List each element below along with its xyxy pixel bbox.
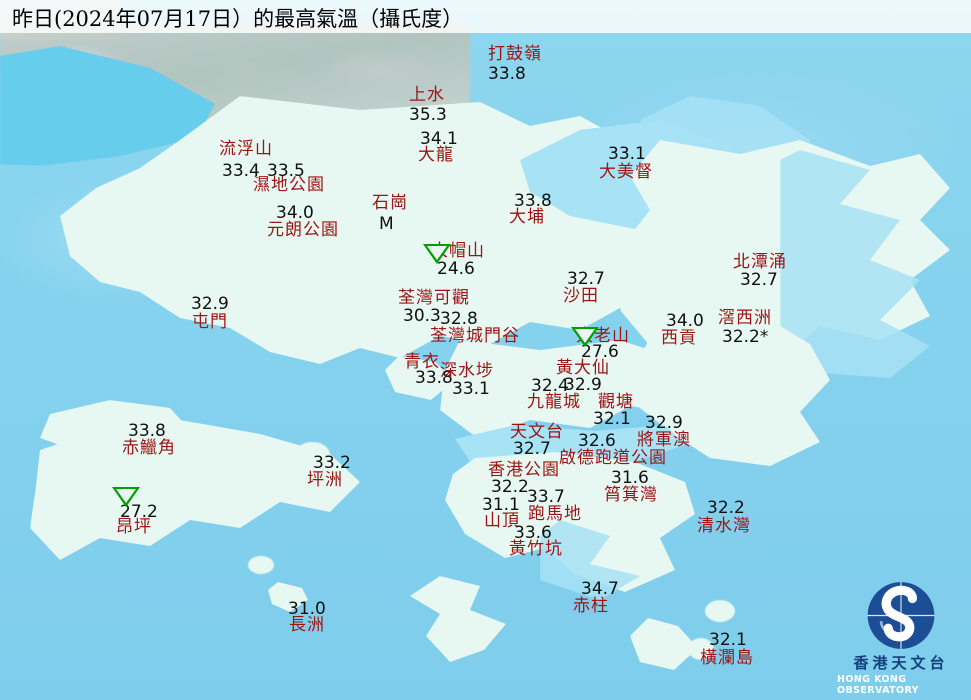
station-temperature-value: 33.5 — [267, 161, 305, 181]
station-name: 觀塘 — [598, 392, 634, 412]
page-title: 昨日(2024年07月17日）的最高氣溫（攝氏度） — [12, 7, 464, 31]
peng-chau-island-land — [296, 442, 330, 468]
station-temperature-value: 33.4 — [222, 161, 260, 181]
low-temperature-marker-icon — [571, 327, 599, 347]
station-name: 上水 — [409, 85, 445, 105]
station-temperature-value: 31.6 — [611, 468, 649, 488]
station-temperature-value: 32.1 — [593, 409, 631, 429]
station-temperature-value: 32.2 — [491, 477, 529, 497]
station-temperature-value: 33.7 — [527, 487, 565, 507]
station-name: 山頂 — [484, 511, 520, 531]
station-name: 筲箕灣 — [604, 485, 658, 505]
hko-logo[interactable]: 香港天文台 HONG KONG OBSERVATORY — [837, 580, 965, 696]
station-name: 長洲 — [289, 615, 325, 635]
station-name: 深水埗 — [440, 361, 494, 381]
station-name: 荃灣城門谷 — [430, 326, 520, 346]
station-name: 打鼓嶺 — [488, 44, 542, 64]
station-temperature-value: 33.2 — [313, 453, 351, 473]
station-temperature-value: 32.2* — [722, 327, 769, 347]
station-temperature-value: 33.8 — [488, 64, 526, 84]
station-name: 沙田 — [563, 286, 599, 306]
station-temperature-value: 34.7 — [581, 579, 619, 599]
station-temperature-value: 33.1 — [452, 379, 490, 399]
station-temperature-value: 24.6 — [437, 259, 475, 279]
station-temperature-value: 33.6 — [514, 523, 552, 543]
station-temperature-value: 30.3 — [403, 306, 441, 326]
station-temperature-value: 33.8 — [128, 421, 166, 441]
station-temperature-value: 32.9 — [564, 375, 602, 395]
station-name: 清水灣 — [697, 516, 751, 536]
station-name: 北潭涌 — [733, 252, 787, 272]
title-band: 昨日(2024年07月17日）的最高氣溫（攝氏度） — [0, 0, 971, 33]
station-name: 九龍城 — [527, 392, 581, 412]
station-name: 將軍澳 — [637, 430, 691, 450]
station-temperature-value: 27.2 — [120, 502, 158, 522]
station-temperature-value: 32.6 — [578, 431, 616, 451]
station-name: 元朗公園 — [267, 220, 339, 240]
station-name: 青衣 — [404, 352, 440, 372]
station-temperature-value: 32.8 — [440, 309, 478, 329]
station-temperature-value: 33.8 — [514, 191, 552, 211]
tung-lung-chau-land — [705, 600, 735, 622]
station-name: 赤柱 — [573, 596, 609, 616]
station-temperature-value: 31.1 — [482, 495, 520, 515]
station-name: 香港公園 — [488, 460, 560, 480]
logo-name-en: HONG KONG OBSERVATORY — [837, 674, 919, 696]
station-temperature-value: 33.1 — [608, 144, 646, 164]
station-temperature-value: 34.1 — [420, 129, 458, 149]
station-temperature-value: 32.1 — [709, 630, 747, 650]
station-temperature-value: 32.9 — [191, 294, 229, 314]
station-temperature-value: 32.7 — [740, 270, 778, 290]
low-temperature-marker-icon — [423, 244, 451, 264]
station-temperature-value: 32.4 — [531, 376, 569, 396]
station-temperature-value: 35.3 — [409, 105, 447, 125]
station-name: 大埔 — [509, 207, 545, 227]
station-temperature-value: 33.8 — [415, 368, 453, 388]
station-name: 跑馬地 — [528, 504, 582, 524]
station-temperature-value: 34.0 — [666, 311, 704, 331]
logo-name-cn: 香港天文台 — [853, 654, 949, 672]
observatory-swirl-icon — [867, 582, 935, 649]
station-name: 流浮山 — [219, 139, 273, 159]
station-temperature-value: 31.0 — [288, 599, 326, 619]
waglan-island-land — [688, 638, 714, 660]
station-temperature-value: M — [379, 214, 394, 234]
station-name: 橫瀾島 — [700, 648, 754, 668]
station-name: 荃灣可觀 — [398, 288, 470, 308]
station-name: 昂坪 — [116, 517, 152, 537]
station-temperature-value: 32.2 — [707, 498, 745, 518]
station-temperature-value: 34.0 — [276, 203, 314, 223]
station-name: 天文台 — [510, 422, 564, 442]
shek-kwu-chau-land — [248, 556, 274, 574]
station-name: 坪洲 — [307, 470, 343, 490]
station-name: 石崗 — [372, 193, 408, 213]
station-name: 屯門 — [192, 312, 228, 332]
station-temperature-value: 32.9 — [645, 413, 683, 433]
station-name: 西貢 — [661, 328, 697, 348]
station-name: 滘西洲 — [718, 308, 772, 328]
station-temperature-value: 27.6 — [581, 342, 619, 362]
station-temperature-value: 32.7 — [567, 269, 605, 289]
station-name: 赤鱲角 — [122, 438, 176, 458]
station-name: 啟德跑道公園 — [559, 448, 667, 468]
station-temperature-value: 32.7 — [513, 439, 551, 459]
station-name: 大美督 — [599, 162, 653, 182]
low-temperature-marker-icon — [112, 487, 140, 507]
station-name: 黃大仙 — [556, 358, 610, 378]
station-name: 濕地公園 — [253, 175, 325, 195]
station-name: 大龍 — [418, 145, 454, 165]
station-name: 黃竹坑 — [509, 539, 563, 559]
